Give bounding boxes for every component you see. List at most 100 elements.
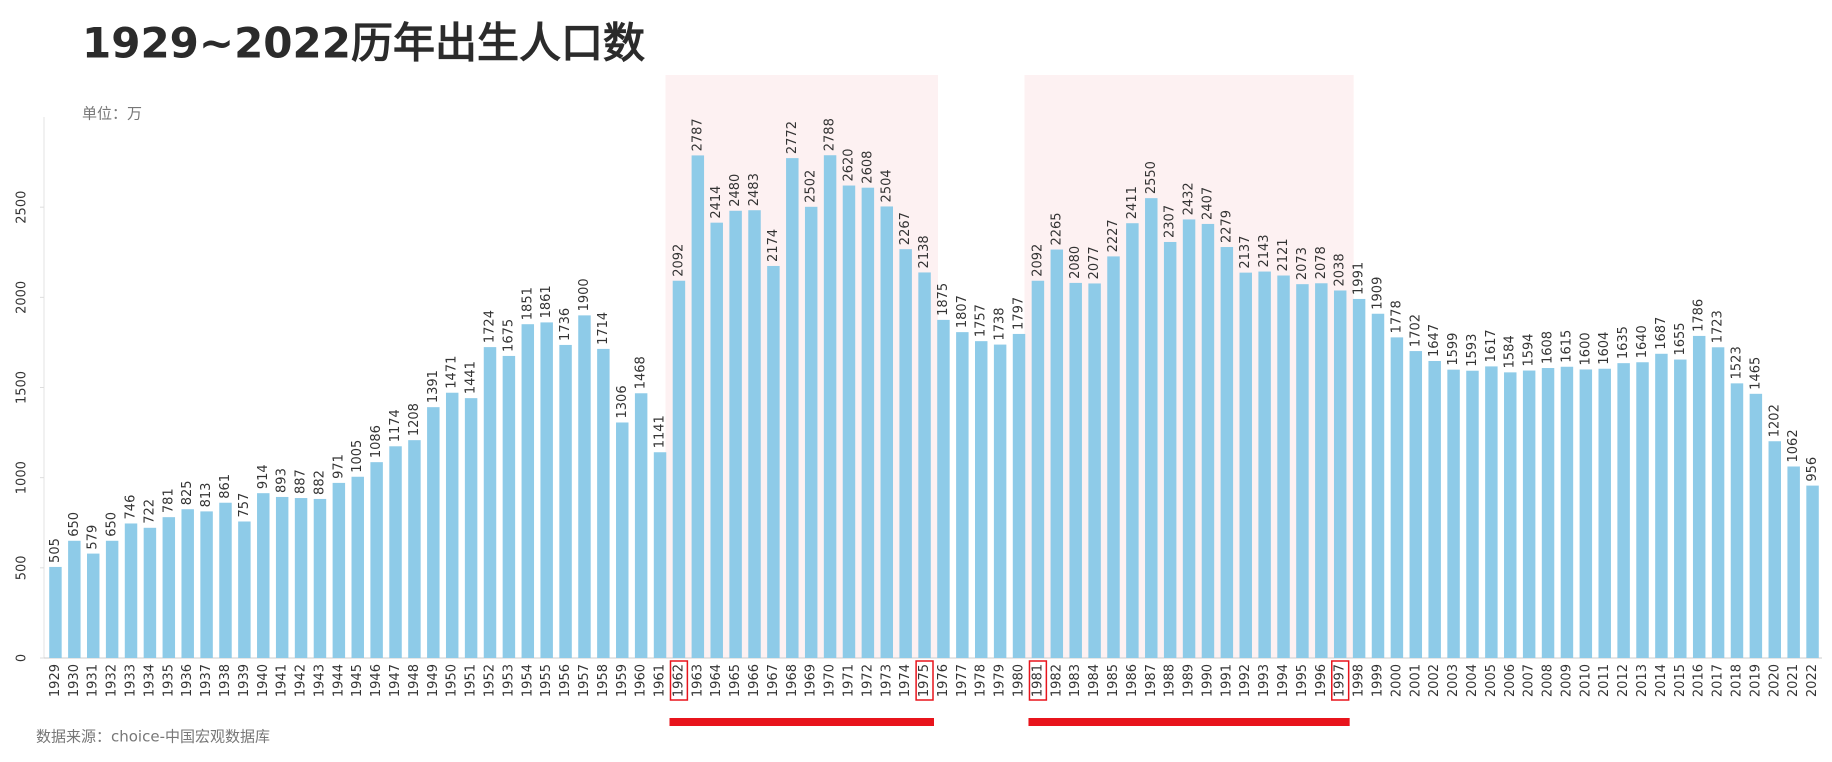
bar <box>1220 247 1234 659</box>
bar <box>1466 370 1479 658</box>
bar <box>1504 372 1517 658</box>
x-tick-label: 1945 <box>350 664 365 697</box>
value-label: 2080 <box>1068 246 1083 279</box>
x-tick-label: 1960 <box>634 664 649 697</box>
value-label: 2092 <box>671 244 686 277</box>
value-label: 2174 <box>766 229 781 262</box>
bar <box>1126 223 1139 658</box>
value-label: 579 <box>86 525 101 550</box>
value-label: 1851 <box>520 287 535 320</box>
value-label: 971 <box>331 454 346 479</box>
chart-title: 1929~2022历年出生人口数 <box>82 19 645 68</box>
highlight-box <box>669 660 689 701</box>
x-tick-label: 1958 <box>596 664 611 697</box>
value-label: 650 <box>67 512 82 537</box>
bar <box>1239 272 1252 658</box>
value-label: 1202 <box>1767 404 1782 437</box>
value-label: 2432 <box>1182 182 1197 215</box>
value-label: 1647 <box>1427 324 1442 357</box>
x-tick-label: 1938 <box>218 664 233 697</box>
value-label: 2480 <box>728 174 743 207</box>
value-label: 2267 <box>898 212 913 245</box>
x-tick-label: 1934 <box>142 664 157 697</box>
x-tick-label: 1963 <box>690 664 705 697</box>
bar <box>1655 353 1668 658</box>
bar <box>956 332 969 658</box>
bar <box>1088 283 1101 658</box>
bar <box>1428 360 1441 658</box>
bar <box>1333 290 1347 658</box>
bar <box>257 493 270 658</box>
value-label: 1615 <box>1559 330 1574 363</box>
x-tick-label: 1932 <box>105 664 120 697</box>
bar <box>653 452 667 658</box>
value-label: 1617 <box>1484 329 1499 362</box>
x-tick-label: 1981 <box>1030 664 1045 697</box>
value-label: 1724 <box>483 310 498 343</box>
bar <box>313 498 327 658</box>
value-label: 1174 <box>388 409 403 442</box>
value-label: 2038 <box>1333 253 1348 286</box>
x-tick-label: 1931 <box>86 664 101 697</box>
x-tick-label: 2015 <box>1673 664 1688 697</box>
x-tick-label: 1998 <box>1352 664 1367 697</box>
x-tick-label: 2004 <box>1465 664 1480 697</box>
value-label: 813 <box>199 483 214 508</box>
value-label: 1702 <box>1408 314 1423 347</box>
bar <box>1201 223 1215 658</box>
x-tick-label: 2008 <box>1541 664 1556 697</box>
bar <box>672 280 686 658</box>
x-tick-label: 2019 <box>1748 664 1763 697</box>
value-label: 505 <box>48 538 63 563</box>
value-label: 757 <box>237 493 252 518</box>
x-tick-label: 1941 <box>275 664 290 697</box>
value-label: 1991 <box>1352 262 1367 295</box>
value-label: 781 <box>161 488 176 513</box>
x-tick-label: 1940 <box>256 664 271 697</box>
x-tick-label: 1994 <box>1276 664 1291 697</box>
bar <box>1768 441 1782 658</box>
value-label: 2608 <box>860 151 875 184</box>
y-tick-label: 500 <box>15 555 30 580</box>
x-tick-label: 1979 <box>993 664 1008 697</box>
x-tick-label: 1930 <box>67 664 82 697</box>
highlight-box <box>915 660 934 701</box>
bar <box>748 210 761 658</box>
bar <box>1636 362 1649 658</box>
value-label: 2550 <box>1144 161 1159 194</box>
x-tick-label: 1935 <box>161 664 176 697</box>
source-note: 数据来源：choice-中国宏观数据库 <box>36 728 270 746</box>
bar <box>1296 284 1309 658</box>
value-label: 2279 <box>1219 210 1234 243</box>
x-tick-label: 2014 <box>1654 664 1669 697</box>
value-label: 1593 <box>1465 334 1480 367</box>
value-label: 650 <box>105 512 120 537</box>
value-label: 2414 <box>709 186 724 219</box>
value-label: 1655 <box>1673 322 1688 355</box>
x-tick-label: 1985 <box>1106 664 1121 697</box>
x-tick-label: 1955 <box>539 664 554 697</box>
value-label: 2227 <box>1106 219 1121 252</box>
value-label: 825 <box>180 480 195 505</box>
x-tick-label: 2000 <box>1389 664 1404 697</box>
bar <box>181 509 194 658</box>
value-label: 746 <box>124 495 139 520</box>
x-tick-label: 1984 <box>1087 664 1102 697</box>
bar <box>899 249 912 658</box>
x-tick-label: 2021 <box>1786 664 1801 697</box>
x-tick-label: 1942 <box>294 664 309 697</box>
x-tick-label: 1989 <box>1182 664 1197 697</box>
x-tick-label: 1995 <box>1295 664 1310 697</box>
value-label: 1468 <box>634 356 649 389</box>
bar <box>974 341 988 658</box>
bar <box>1617 363 1630 658</box>
bar <box>616 422 629 658</box>
value-label: 1786 <box>1692 299 1707 332</box>
bar <box>1258 271 1271 658</box>
x-tick-label: 2016 <box>1692 664 1707 697</box>
y-tick-label: 0 <box>15 654 30 662</box>
value-label: 1736 <box>558 308 573 341</box>
x-tick-label: 1929 <box>48 664 63 697</box>
bar <box>823 155 837 659</box>
